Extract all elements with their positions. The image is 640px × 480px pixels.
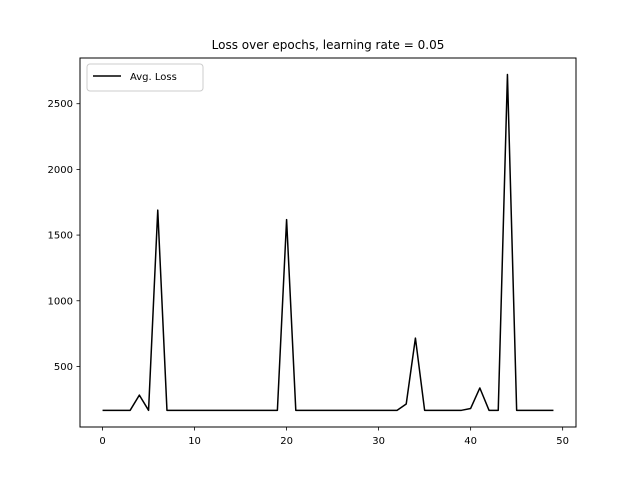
- y-tick-label: 1000: [48, 296, 73, 307]
- series-layer: [102, 73, 554, 412]
- legend-box: [86, 63, 204, 92]
- plot-area: [79, 57, 577, 428]
- y-tick-label: 1500: [48, 231, 73, 242]
- x-tick-label: 50: [556, 436, 569, 447]
- x-tick-label: 40: [464, 436, 477, 447]
- x-tick-label: 0: [99, 436, 105, 447]
- x-tick-label: 20: [280, 436, 293, 447]
- chart-title: Loss over epochs, learning rate = 0.05: [212, 38, 445, 52]
- x-axis: 0 10 20 30 40 50: [99, 427, 569, 447]
- y-tick-label: 500: [54, 362, 73, 373]
- legend-label-avg-loss: Avg. Loss: [130, 72, 177, 83]
- y-axis: 500 1000 1500 2000 2500: [48, 99, 80, 373]
- legend: Avg. Loss: [86, 63, 204, 92]
- y-tick-label: 2500: [48, 99, 73, 110]
- x-tick-label: 10: [188, 436, 201, 447]
- y-tick-label: 2000: [48, 165, 73, 176]
- x-tick-label: 30: [372, 436, 385, 447]
- series-line-avg-loss: [102, 73, 554, 412]
